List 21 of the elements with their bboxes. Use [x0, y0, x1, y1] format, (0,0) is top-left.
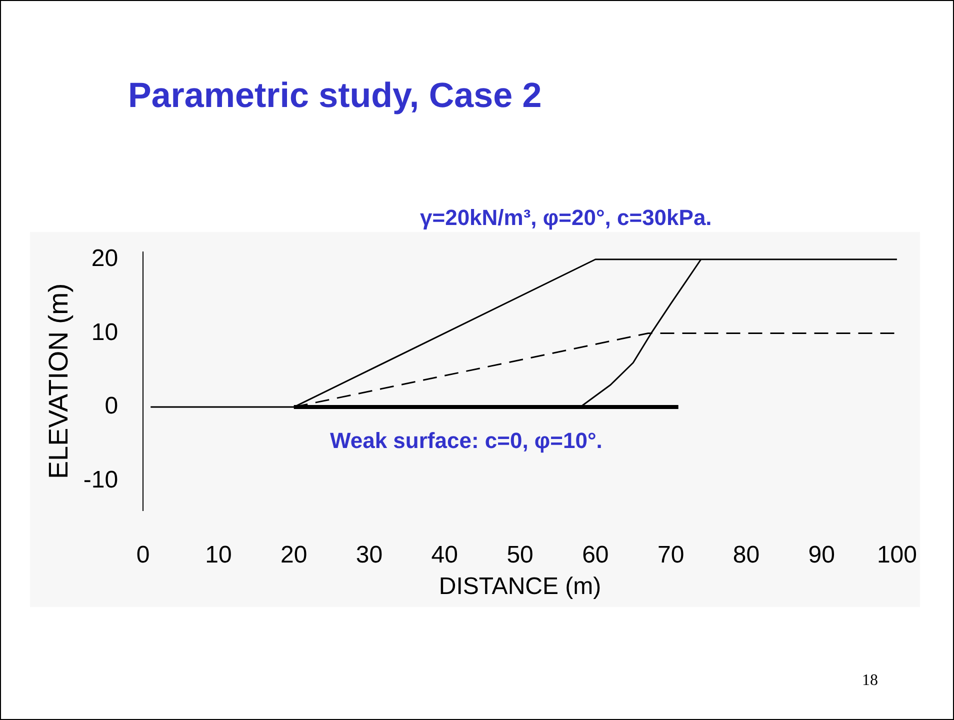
x-tick-label: 80	[732, 541, 760, 568]
x-tick-label: 60	[582, 541, 609, 568]
x-tick-label: 30	[356, 541, 383, 568]
x-axis-title: DISTANCE (m)	[438, 573, 602, 600]
x-tick-label: 10	[205, 541, 232, 568]
y-tick-label: 10	[91, 318, 118, 346]
x-tick-label: 100	[876, 541, 917, 568]
y-tick-label: 20	[91, 245, 118, 272]
y-tick-label: -10	[83, 466, 118, 494]
x-tick-label: 20	[280, 541, 308, 568]
x-tick-label: 90	[808, 541, 835, 568]
x-tick-label: 0	[136, 541, 150, 568]
y-axis-title: ELEVATION (m)	[44, 283, 74, 479]
chart-title: Parametric study, Case 2	[128, 76, 542, 116]
text: γ=20kN/m³, φ=20°, c=30kPa.	[420, 205, 712, 231]
text: 18	[862, 672, 878, 690]
x-tick-label: 70	[657, 541, 684, 568]
annotation: Weak surface: c=0, φ=10°.	[330, 428, 602, 454]
x-tick-label: 50	[506, 541, 534, 568]
x-tick-label: 40	[431, 541, 458, 568]
y-tick-label: 0	[104, 392, 118, 420]
